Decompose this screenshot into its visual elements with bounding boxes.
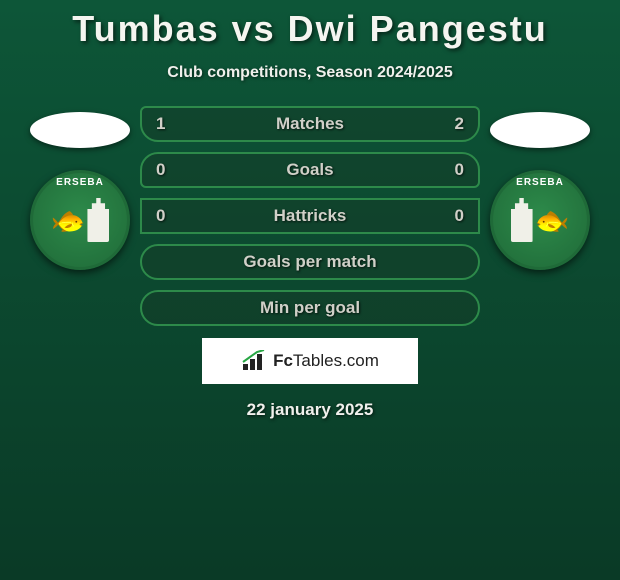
stat-left-value: 0 xyxy=(156,160,196,180)
bar-chart-icon xyxy=(241,350,269,372)
tower-icon xyxy=(511,198,533,242)
stat-right-value: 0 xyxy=(424,160,464,180)
fish-icon: 🐟 xyxy=(535,204,570,237)
brand-suffix: Tables.com xyxy=(293,351,379,370)
left-side: ERSEBA 🐟 xyxy=(20,106,140,270)
fish-icon: 🐟 xyxy=(51,204,86,237)
left-crest-graphic: 🐟 xyxy=(51,198,110,242)
right-team-crest: ERSEBA 🐟 xyxy=(490,170,590,270)
stat-left-value: 0 xyxy=(156,206,196,226)
comparison-content: ERSEBA 🐟 1 Matches 2 0 Goals 0 0 Hattric… xyxy=(0,106,620,326)
stat-row-gpm: Goals per match xyxy=(140,244,480,280)
right-flag-icon xyxy=(490,112,590,148)
branding-box: FcTables.com xyxy=(202,338,418,384)
stat-row-goals: 0 Goals 0 xyxy=(140,152,480,188)
stats-bars: 1 Matches 2 0 Goals 0 0 Hattricks 0 Goal… xyxy=(140,106,480,326)
brand-prefix: Fc xyxy=(273,351,293,370)
right-side: ERSEBA 🐟 xyxy=(480,106,600,270)
left-flag-icon xyxy=(30,112,130,148)
stat-right-value: 2 xyxy=(424,114,464,134)
left-team-crest: ERSEBA 🐟 xyxy=(30,170,130,270)
stat-row-mpg: Min per goal xyxy=(140,290,480,326)
page-subtitle: Club competitions, Season 2024/2025 xyxy=(0,64,620,82)
date-label: 22 january 2025 xyxy=(0,400,620,420)
tower-icon xyxy=(87,198,109,242)
stat-right-value: 0 xyxy=(424,206,464,226)
stat-row-matches: 1 Matches 2 xyxy=(140,106,480,142)
stat-label: Min per goal xyxy=(260,298,360,318)
stat-label: Goals per match xyxy=(243,252,376,272)
right-crest-graphic: 🐟 xyxy=(511,198,570,242)
stat-row-hattricks: 0 Hattricks 0 xyxy=(140,198,480,234)
page-title: Tumbas vs Dwi Pangestu xyxy=(0,0,620,50)
right-crest-label: ERSEBA xyxy=(516,177,564,188)
stat-left-value: 1 xyxy=(156,114,196,134)
brand-text: FcTables.com xyxy=(273,351,379,371)
left-crest-label: ERSEBA xyxy=(56,177,104,188)
